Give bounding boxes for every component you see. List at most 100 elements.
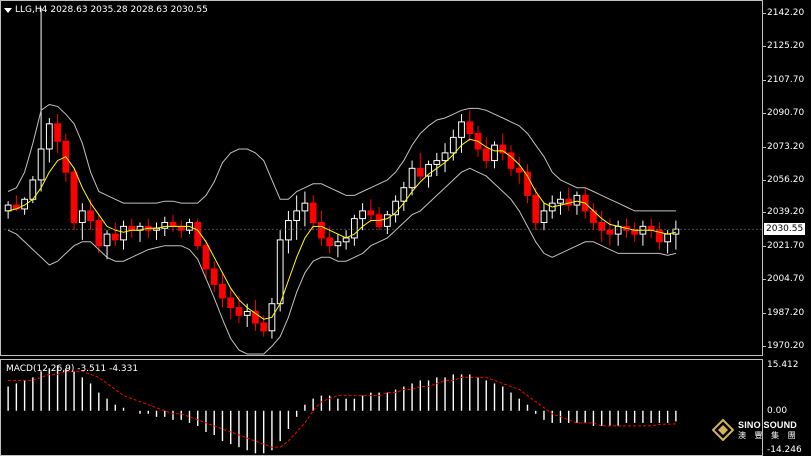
bear-candle <box>177 225 185 231</box>
bear-candle <box>111 233 119 241</box>
watermark-brand: SINO SOUND <box>738 419 798 430</box>
price-chart-panel[interactable] <box>0 0 763 356</box>
bull-candle <box>614 225 622 235</box>
bear-candle <box>416 167 424 177</box>
bull-candle <box>103 233 111 247</box>
bear-candle <box>466 121 474 135</box>
price-tickmark <box>763 179 766 181</box>
macd-tick-label: 15.412 <box>767 360 799 370</box>
macd-label: MACD(12,26,9) -3.511 -4.331 <box>6 364 139 374</box>
bear-candle <box>54 123 61 142</box>
diamond-logo-icon <box>712 419 734 441</box>
bear-candle <box>87 210 94 222</box>
bear-candle <box>70 171 78 223</box>
dropdown-arrow-icon[interactable] <box>4 7 12 13</box>
bear-candle <box>309 202 317 223</box>
price-tickmark <box>763 345 766 347</box>
bull-candle <box>383 214 391 227</box>
price-tickmark <box>763 312 766 314</box>
bear-candle <box>656 229 663 243</box>
bear-candle <box>515 167 523 173</box>
bear-candle <box>219 283 226 299</box>
price-tick-label: 1987.20 <box>767 307 805 318</box>
bear-candle <box>227 297 235 309</box>
bear-candle <box>499 144 507 154</box>
chart-header: LLG,H4 2028.63 2035.28 2028.63 2030.55 <box>4 5 208 15</box>
bull-candle <box>672 228 680 235</box>
bear-candle <box>235 307 243 316</box>
bear-candle <box>367 210 375 216</box>
bull-candle <box>120 225 127 241</box>
bull-candle <box>392 200 399 216</box>
price-tickmark <box>763 146 766 148</box>
bear-candle <box>210 268 218 285</box>
watermark-logo: SINO SOUND 澳 豐 集 團 <box>712 419 799 441</box>
bull-candle <box>301 202 309 212</box>
bb_lower-line <box>7 167 677 355</box>
bull-candle <box>433 160 441 165</box>
bear-candle <box>524 171 531 196</box>
bull-candle <box>449 136 457 154</box>
watermark-subtitle: 澳 豐 集 團 <box>738 430 799 440</box>
bull-candle <box>276 239 284 305</box>
bear-candle <box>202 245 210 270</box>
bear-candle <box>318 221 325 239</box>
bull-candle <box>243 310 251 316</box>
bull-candle <box>350 218 358 239</box>
symbol-label: LLG,H4 <box>15 5 48 15</box>
bull-candle <box>78 210 86 223</box>
price-tickmark <box>763 46 766 48</box>
price-tickmark <box>763 279 766 281</box>
bb_upper-line <box>7 103 676 212</box>
bull-candle <box>408 167 416 189</box>
bull-candle <box>441 152 449 162</box>
price-tickmark <box>763 246 766 248</box>
bull-candle <box>359 210 366 220</box>
price-tick-label: 2039.20 <box>767 207 805 218</box>
bear-candle <box>194 221 202 247</box>
bull-candle <box>425 163 432 177</box>
price-tickmark <box>763 212 766 214</box>
bear-candle <box>482 148 490 162</box>
bull-candle <box>491 144 498 162</box>
bull-candle <box>400 187 408 202</box>
bear-candle <box>532 194 540 223</box>
price-tick-label: 2056.20 <box>767 174 805 185</box>
macd-tick-label: 0.00 <box>767 405 788 416</box>
price-tickmark <box>763 112 766 114</box>
price-tick-label: 1970.20 <box>767 340 805 351</box>
ma-line <box>7 138 677 320</box>
bull-candle <box>293 210 301 222</box>
price-tick-label: 2021.70 <box>767 241 805 252</box>
ohlc-readout: 2028.63 2035.28 2028.63 2030.55 <box>50 5 208 15</box>
price-tick-label: 2142.20 <box>767 8 805 19</box>
bull-candle <box>664 233 672 243</box>
macd-tick-label: -14.246 <box>767 445 802 455</box>
macd-signal-line <box>8 370 676 448</box>
bear-candle <box>507 152 515 169</box>
bear-candle <box>647 225 655 231</box>
bear-candle <box>326 237 334 247</box>
bull-candle <box>161 221 169 229</box>
price-tickmark <box>763 13 766 15</box>
current-price-badge: 2030.55 <box>764 223 806 236</box>
bull-candle <box>334 241 342 247</box>
bear-candle <box>606 229 614 235</box>
price-tick-label: 2107.70 <box>767 74 805 85</box>
price-tick-label: 2090.70 <box>767 107 805 118</box>
bull-candle <box>45 123 53 150</box>
price-tick-label: 2004.70 <box>767 274 805 285</box>
bear-candle <box>169 221 177 227</box>
price-axis[interactable]: 2142.20 2125.20 2107.70 2090.70 2073.20 2056.… <box>763 0 811 356</box>
bull-candle <box>557 198 564 204</box>
price-tick-label: 2073.20 <box>767 141 805 152</box>
macd-axis[interactable]: 15.412 0.00 -14.246 <box>763 359 811 456</box>
bear-candle <box>95 220 103 247</box>
bear-candle <box>598 221 606 231</box>
bear-candle <box>252 310 259 324</box>
bull-candle <box>458 121 465 138</box>
bull-candle <box>285 220 292 241</box>
price-tick-label: 2125.20 <box>767 41 805 52</box>
